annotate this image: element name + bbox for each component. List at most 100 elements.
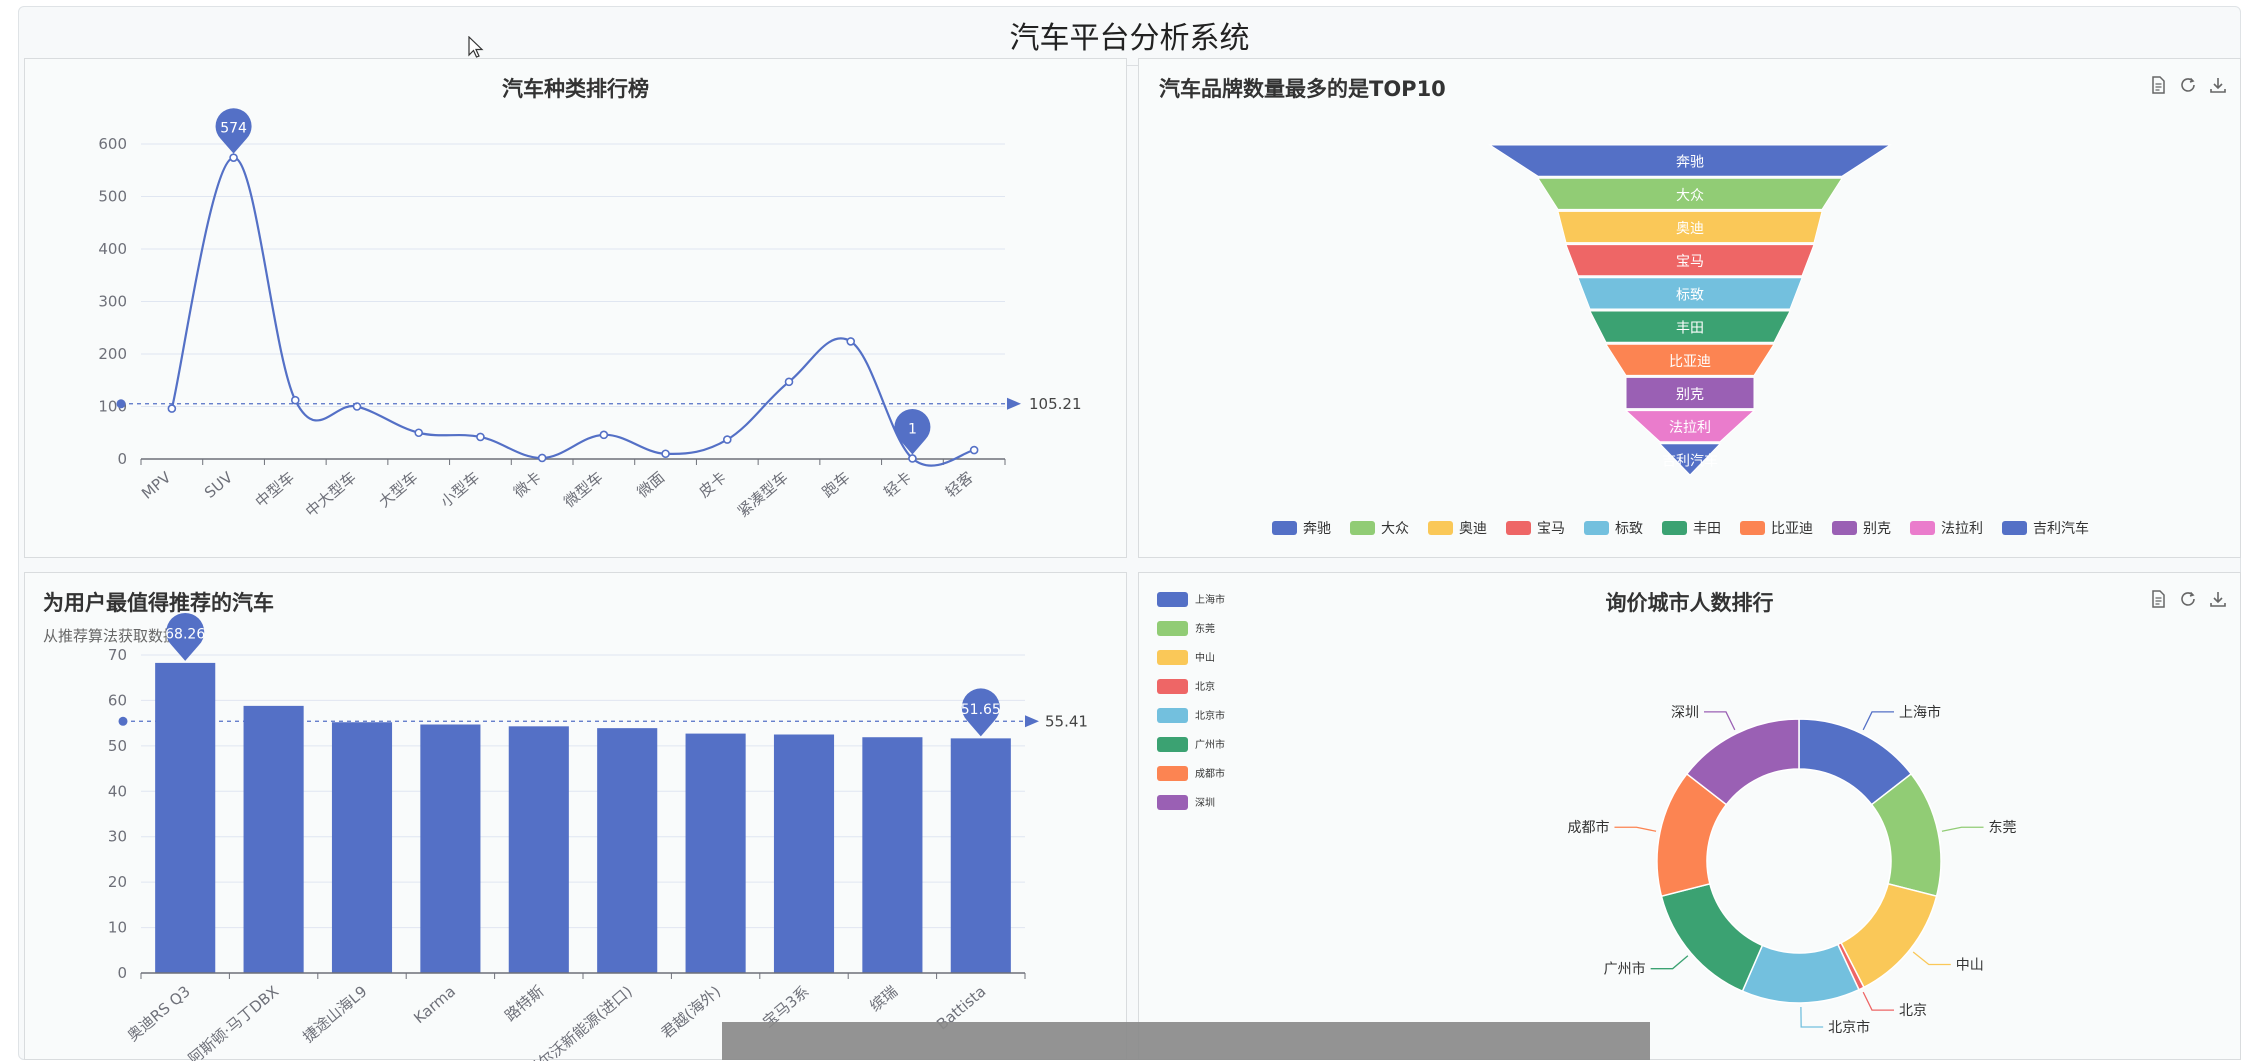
slice-label: 成都市 xyxy=(1567,819,1609,836)
legend-swatch xyxy=(1350,521,1375,535)
legend-swatch xyxy=(1157,650,1188,665)
funnel-label: 大众 xyxy=(1676,188,1704,204)
app-title: 汽车平台分析系统 xyxy=(1009,21,1250,56)
funnel-segment xyxy=(1605,343,1775,376)
legend-swatch xyxy=(1157,708,1188,723)
download-icon[interactable] xyxy=(2208,589,2228,609)
funnel-label: 吉利汽车 xyxy=(1662,452,1718,469)
legend-entry: 比亚迪 xyxy=(1771,521,1813,537)
x-tick-label: MPV xyxy=(138,468,175,503)
x-tick-label: 大型车 xyxy=(375,468,421,511)
chart-toolbox xyxy=(2148,589,2228,609)
legend-entry: 奔驰 xyxy=(1303,521,1331,537)
data-view-icon[interactable] xyxy=(2148,589,2168,609)
data-point xyxy=(784,377,794,387)
funnel-label: 法拉利 xyxy=(1669,420,1711,436)
mouse-cursor-icon xyxy=(468,36,484,58)
data-view-icon[interactable] xyxy=(2148,75,2168,95)
legend-swatch xyxy=(1506,521,1531,535)
mark-point-label: 68.26 xyxy=(165,626,205,642)
title-divider xyxy=(25,65,2240,66)
data-point xyxy=(352,402,362,411)
series-line xyxy=(170,156,975,467)
legend-swatch xyxy=(1910,521,1935,535)
x-tick-label: 微卡 xyxy=(510,468,545,501)
slice-label: 北京市 xyxy=(1828,1019,1870,1036)
donut-slice xyxy=(1685,718,1800,806)
label-leader-line xyxy=(1862,991,1894,1011)
legend-swatch xyxy=(1157,766,1188,781)
x-tick-label: 轻卡 xyxy=(880,468,915,501)
legend-swatch xyxy=(2002,521,2027,535)
funnel-segment xyxy=(1488,144,1892,177)
legend-swatch xyxy=(1428,521,1453,535)
funnel-label: 宝马 xyxy=(1676,254,1704,270)
funnel-label: 奔驰 xyxy=(1676,155,1704,171)
slice-label: 中山 xyxy=(1956,957,1984,973)
video-caption-overlay xyxy=(722,1022,1650,1060)
legend-swatch xyxy=(1740,521,1765,535)
mark-point-label: 1 xyxy=(908,421,917,437)
funnel-segment xyxy=(1625,376,1755,410)
y-tick-label: 70 xyxy=(108,646,127,664)
chart-title: 为用户最值得推荐的汽车 xyxy=(43,591,274,615)
slice-label: 广州市 xyxy=(1604,961,1646,978)
data-point xyxy=(722,435,732,444)
panel-recommended-cars: 为用户最值得推荐的汽车 从推荐算法获取数据 0 10 20 30 40 50 60 70 奥迪R… xyxy=(24,572,1127,1061)
y-tick-label: 500 xyxy=(98,188,127,206)
funnel-label: 标致 xyxy=(1676,287,1704,303)
mark-point-pin xyxy=(166,612,205,661)
legend-entry: 奥迪 xyxy=(1459,520,1487,537)
funnel-segment xyxy=(1658,443,1722,476)
restore-icon[interactable] xyxy=(2178,589,2198,609)
legend-entry: 广州市 xyxy=(1195,738,1225,751)
y-tick-label: 200 xyxy=(98,345,127,363)
x-tick-label: 微型车 xyxy=(560,468,606,511)
mark-line-label: 105.21 xyxy=(1029,395,1082,413)
chart-title: 汽车品牌数量最多的是TOP10 xyxy=(1159,77,1446,101)
restore-icon[interactable] xyxy=(2178,75,2198,95)
mark-point-label: 574 xyxy=(220,121,247,137)
x-tick-label: 路特斯 xyxy=(501,982,547,1025)
legend-entry: 东莞 xyxy=(1195,622,1215,635)
x-tick-label: Karma xyxy=(410,982,459,1027)
bar xyxy=(155,662,216,973)
y-tick-label: 30 xyxy=(108,828,127,846)
x-tick-label: 君越(海外) xyxy=(658,982,725,1042)
funnel-segment xyxy=(1589,310,1791,343)
bar xyxy=(243,705,304,973)
legend-entry: 北京市 xyxy=(1195,709,1225,722)
legend-swatch xyxy=(1662,521,1687,535)
legend-swatch xyxy=(1157,679,1188,694)
label-leader-line xyxy=(1650,955,1689,970)
mark-line-label: 55.41 xyxy=(1045,712,1088,730)
bar xyxy=(597,728,658,973)
funnel-segment xyxy=(1577,277,1803,310)
legend-swatch xyxy=(1832,521,1857,535)
legend-swatch xyxy=(1157,621,1188,636)
funnel-segment xyxy=(1537,177,1843,210)
data-point xyxy=(846,337,856,346)
mark-line-arrow xyxy=(1007,397,1021,410)
funnel-chart: 奔驰大众奥迪宝马标致丰田比亚迪别克法拉利吉利汽车奔驰 大众 奥迪 宝马 标致 丰田 比亚迪别… xyxy=(1272,144,2089,537)
y-tick-label: 400 xyxy=(98,240,127,258)
chart-subtitle: 从推荐算法获取数据 xyxy=(43,627,179,645)
bar xyxy=(420,724,481,973)
panel-vehicle-type-ranking: 汽车种类排行榜 0 100 200 300 400 500 600 MPV SUV 中型车 中大型车… xyxy=(24,58,1127,558)
data-point xyxy=(969,445,979,455)
label-leader-line xyxy=(1800,1006,1824,1028)
x-tick-label: 皮卡 xyxy=(695,468,730,501)
data-point xyxy=(290,395,300,405)
x-tick-label: 阿斯顿·马丁DBX xyxy=(185,982,282,1061)
slice-label: 北京 xyxy=(1899,1003,1927,1019)
label-leader-line xyxy=(1912,951,1951,966)
download-icon[interactable] xyxy=(2208,75,2228,95)
legend-entry: 标致 xyxy=(1615,521,1643,537)
x-tick-label: 奥迪RS Q3 xyxy=(124,982,194,1045)
x-tick-label: 小型车 xyxy=(437,468,483,511)
mark-point-pin xyxy=(215,108,252,154)
x-tick-label: 微面 xyxy=(634,468,669,501)
funnel-label: 比亚迪 xyxy=(1669,354,1711,370)
